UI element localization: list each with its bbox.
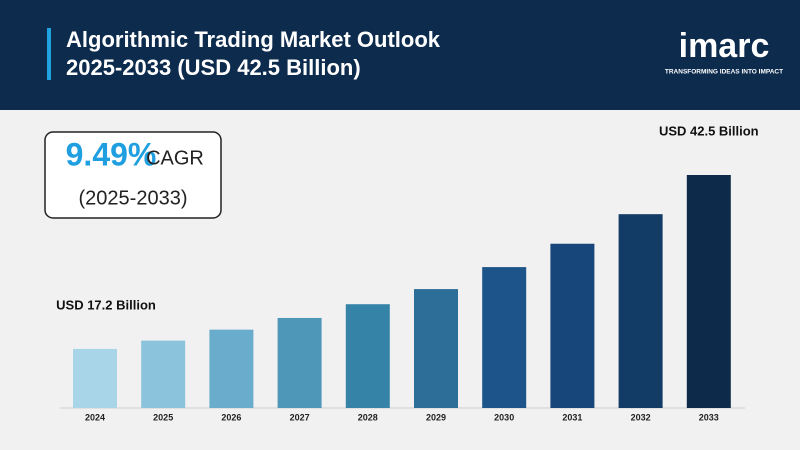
bar xyxy=(550,243,595,408)
plot-area: 2024 USD 17.2 Billion 2025 2026 2027 2028 2029… xyxy=(56,123,759,422)
bar xyxy=(686,175,731,408)
x-tick-label: 2027 xyxy=(290,412,310,422)
bar xyxy=(414,289,458,408)
logo-name: imarc xyxy=(679,27,770,65)
cagr-box xyxy=(44,131,222,219)
bar xyxy=(277,317,322,408)
bar xyxy=(73,348,117,408)
x-tick-label: 2032 xyxy=(631,412,651,422)
x-tick-label: 2026 xyxy=(221,412,241,422)
x-tick-label: 2028 xyxy=(358,412,378,422)
bar xyxy=(141,340,186,408)
title-line: Algorithmic Trading Market Outlook xyxy=(66,27,441,52)
x-tick-label: 2024 xyxy=(85,412,105,422)
bar xyxy=(482,267,527,408)
bar xyxy=(345,304,390,408)
cagr-period: (2025-2033) xyxy=(79,187,188,209)
header-band xyxy=(0,0,800,110)
title-line: 2025-2033 (USD 42.5 Billion) xyxy=(66,55,361,80)
cagr-value: 9.49% xyxy=(66,136,157,172)
cagr-label: CAGR xyxy=(146,147,204,169)
x-tick-label: 2033 xyxy=(699,412,719,422)
bar xyxy=(209,329,254,408)
value-label: USD 42.5 Billion xyxy=(659,123,759,138)
x-tick-label: 2031 xyxy=(562,412,582,422)
value-label: USD 17.2 Billion xyxy=(56,297,156,312)
x-tick-label: 2025 xyxy=(153,412,173,422)
title-accent xyxy=(47,28,51,80)
x-tick-label: 2029 xyxy=(426,412,446,422)
bar xyxy=(618,214,663,408)
x-tick-label: 2030 xyxy=(494,412,514,422)
logo-tagline: TRANSFORMING IDEAS INTO IMPACT xyxy=(665,69,783,76)
